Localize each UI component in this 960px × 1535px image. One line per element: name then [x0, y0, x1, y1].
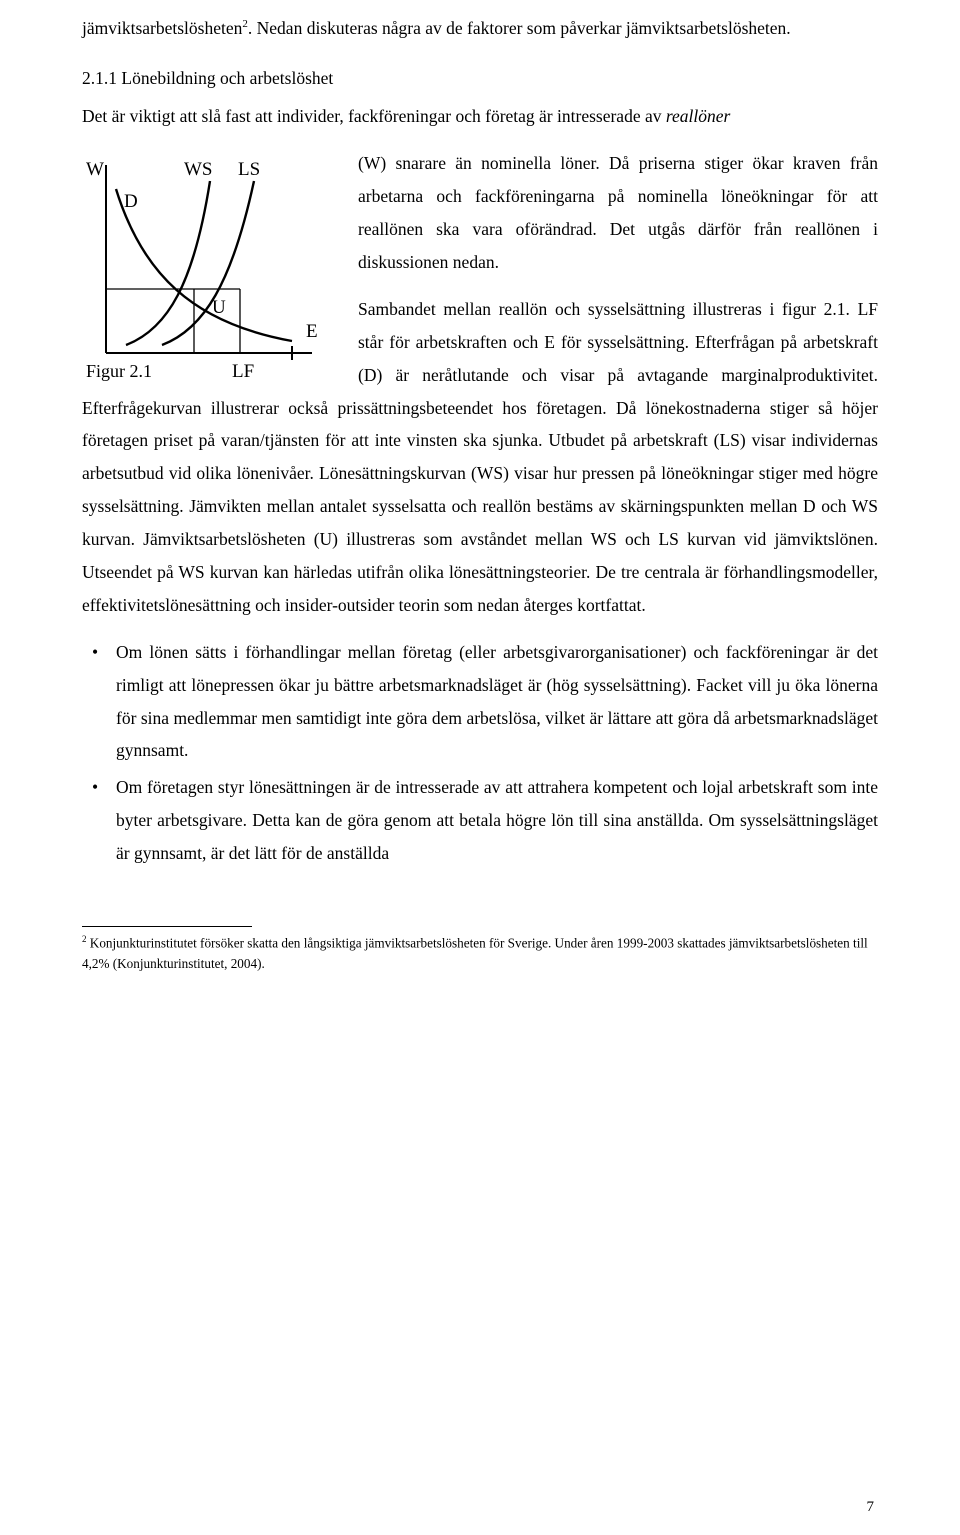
bullet-item: Om företagen styr lönesättningen är de i… [82, 771, 878, 870]
paragraph-1: Det är viktigt att slå fast att individe… [82, 100, 878, 133]
document-page: jämviktsarbetslösheten2. Nedan diskutera… [0, 0, 960, 1535]
svg-text:WS: WS [184, 159, 213, 180]
intro-rest: . Nedan diskuteras några av de faktorer … [248, 18, 791, 38]
bullet-list: Om lönen sätts i förhandlingar mellan fö… [82, 636, 878, 870]
svg-text:LF: LF [232, 361, 254, 382]
footnote: 2 Konjunkturinstitutet försöker skatta d… [82, 933, 878, 974]
svg-text:Figur 2.1: Figur 2.1 [86, 361, 152, 381]
footnote-text: Konjunkturinstitutet försöker skatta den… [82, 935, 868, 970]
svg-text:E: E [306, 321, 318, 342]
figure-2-1: W WS LS D U E LF Figur 2.1 [82, 153, 338, 385]
svg-text:W: W [86, 159, 104, 180]
p1-a: Det är viktigt att slå fast att individe… [82, 106, 666, 126]
p1-italic: reallöner [666, 106, 730, 126]
figure-svg: W WS LS D U E LF Figur 2.1 [82, 153, 338, 385]
intro-prefix: jämviktsarbetslösheten [82, 18, 242, 38]
svg-text:D: D [124, 191, 138, 212]
section-heading: 2.1.1 Lönebildning och arbetslöshet [82, 63, 878, 95]
intro-paragraph: jämviktsarbetslösheten2. Nedan diskutera… [82, 12, 878, 45]
page-number: 7 [867, 1493, 875, 1521]
svg-text:U: U [212, 297, 226, 318]
svg-text:LS: LS [238, 159, 260, 180]
bullet-item: Om lönen sätts i förhandlingar mellan fö… [82, 636, 878, 768]
footnote-rule [82, 926, 252, 927]
